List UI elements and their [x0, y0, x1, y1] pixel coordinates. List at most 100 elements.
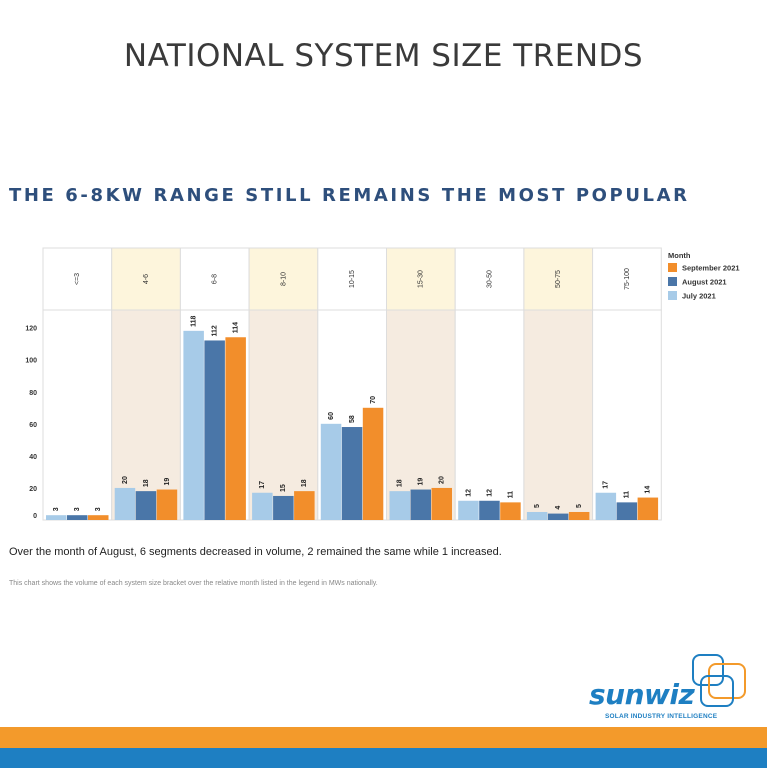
bar — [389, 491, 410, 520]
data-label: 19 — [164, 478, 171, 486]
data-label: 112 — [211, 325, 218, 336]
data-label: 11 — [624, 491, 631, 499]
sunwiz-logo: sunwiz SOLAR INDUSTRY INTELLIGENCE — [585, 652, 750, 727]
y-tick-label: 20 — [29, 486, 37, 493]
bar — [46, 515, 67, 520]
bar — [458, 500, 479, 520]
y-tick-label: 80 — [29, 390, 37, 397]
legend-swatch — [668, 277, 677, 286]
data-label: 17 — [603, 481, 610, 489]
y-tick-label: 60 — [29, 422, 37, 429]
data-label: 118 — [190, 315, 197, 326]
data-label: 114 — [232, 322, 239, 333]
logo-wordmark: sunwiz — [589, 678, 695, 711]
y-tick-label: 0 — [33, 513, 37, 520]
chart-heading: THE 6-8KW RANGE STILL REMAINS THE MOST P… — [9, 185, 690, 206]
data-label: 3 — [74, 507, 81, 511]
data-label: 12 — [486, 489, 493, 497]
data-label: 18 — [143, 479, 150, 487]
data-label: 20 — [439, 476, 446, 484]
panel-body — [454, 309, 525, 521]
data-label: 4 — [555, 506, 562, 510]
category-label: 30-50 — [486, 270, 493, 288]
y-tick-label: 100 — [25, 358, 37, 365]
panel-body — [523, 309, 594, 521]
category-label: 75-100 — [624, 268, 631, 290]
data-label: 14 — [645, 486, 652, 494]
panel-header — [111, 247, 181, 311]
bar — [183, 330, 204, 520]
bar — [273, 495, 294, 520]
category-label: 4-6 — [143, 274, 150, 284]
panel-header — [454, 247, 525, 311]
data-label: 60 — [328, 412, 335, 420]
legend-label: July 2021 — [682, 292, 716, 301]
legend-swatch — [668, 291, 677, 300]
bar — [88, 515, 109, 520]
bar — [67, 515, 88, 520]
bar — [637, 497, 659, 520]
bar — [294, 491, 315, 520]
panel-header — [42, 247, 113, 311]
data-label: 58 — [349, 415, 356, 423]
data-label: 5 — [576, 504, 583, 508]
category-label: 10-15 — [349, 270, 356, 288]
bar-chart: <=3 4-6 6-8 8-10 10-15 15-30 30-50 50-75 75-100 0… — [25, 247, 740, 521]
data-label: 5 — [534, 504, 541, 508]
bar — [135, 491, 157, 520]
data-label: 12 — [465, 489, 472, 497]
bar — [479, 500, 500, 520]
bar — [568, 511, 590, 520]
panel-header — [592, 247, 662, 311]
panel-header — [248, 247, 319, 311]
data-label: 11 — [507, 491, 514, 499]
bar — [595, 492, 617, 520]
panel-body — [592, 309, 662, 521]
legend-label: August 2021 — [682, 278, 727, 287]
category-label: 6-8 — [212, 274, 219, 284]
category-label: 50-75 — [555, 270, 562, 288]
summary-text: Over the month of August, 6 segments dec… — [9, 546, 502, 558]
panel-header — [386, 247, 456, 311]
page-title: NATIONAL SYSTEM SIZE TRENDS — [123, 38, 644, 74]
bar — [320, 423, 342, 520]
panel-body — [111, 309, 181, 521]
y-tick-label: 120 — [25, 326, 37, 333]
bar — [616, 502, 638, 520]
legend-title: Month — [668, 251, 691, 260]
bar — [547, 513, 569, 520]
logo-squares-icon — [692, 654, 746, 707]
footer-band-orange — [0, 727, 767, 748]
data-label: 19 — [418, 478, 425, 486]
bar — [410, 489, 431, 520]
bar — [114, 487, 136, 520]
bar — [526, 511, 548, 520]
bar — [156, 489, 178, 520]
y-tick-label: 40 — [29, 454, 37, 461]
bar — [341, 427, 363, 520]
panel-header — [317, 247, 387, 311]
data-label: 18 — [397, 479, 404, 487]
panel-header — [179, 247, 250, 311]
bar — [252, 492, 273, 520]
data-label: 18 — [301, 479, 308, 487]
data-label: 70 — [370, 396, 377, 404]
category-label: 15-30 — [418, 270, 425, 288]
legend-label: September 2021 — [682, 264, 740, 273]
category-label: 8-10 — [280, 272, 287, 286]
bar — [362, 407, 384, 520]
category-label: <=3 — [74, 273, 81, 285]
data-label: 17 — [259, 481, 266, 489]
bar — [500, 502, 521, 520]
data-label: 15 — [280, 484, 287, 492]
logo-tagline: SOLAR INDUSTRY INTELLIGENCE — [605, 713, 718, 720]
panel-body — [42, 309, 113, 521]
bar — [431, 487, 452, 520]
footer-band-blue — [0, 748, 767, 768]
data-label: 20 — [122, 476, 129, 484]
bar — [204, 340, 225, 520]
data-label: 3 — [53, 507, 60, 511]
data-label: 3 — [95, 507, 102, 511]
legend-swatch — [668, 263, 677, 272]
footnote-text: This chart shows the volume of each syst… — [9, 580, 378, 587]
